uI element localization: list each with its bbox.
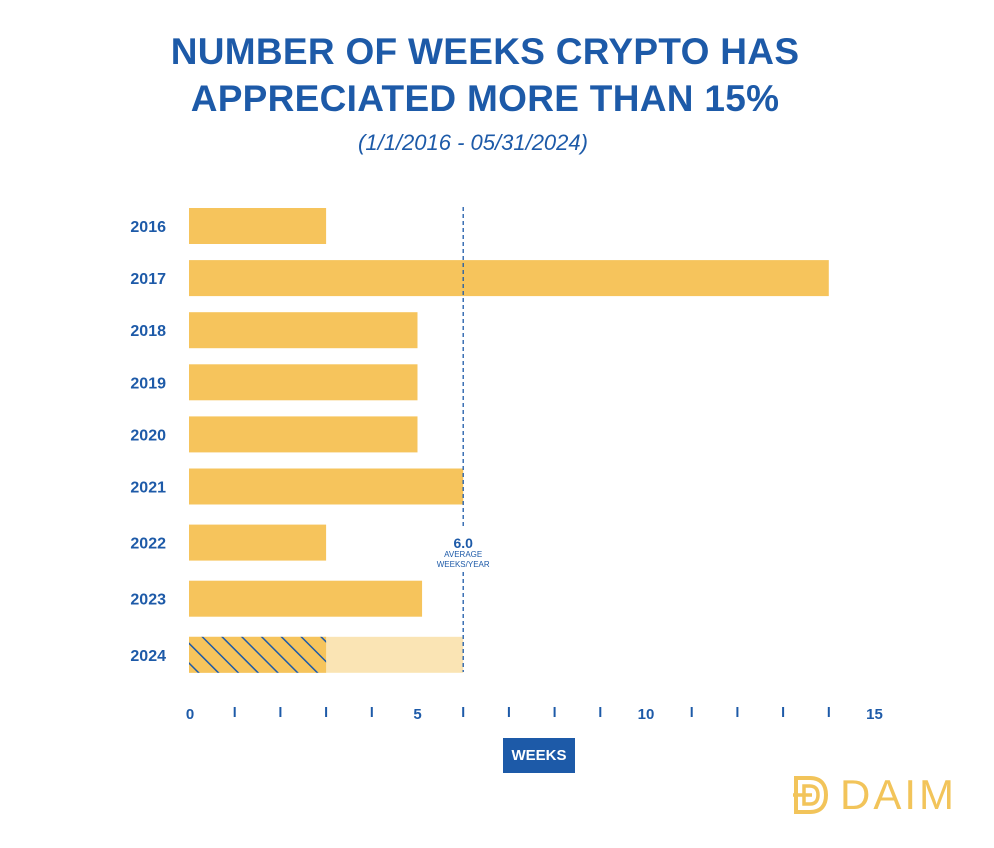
chart-title: NUMBER OF WEEKS CRYPTO HAS APPRECIATED M… xyxy=(0,28,970,122)
category-label: 2021 xyxy=(130,480,166,497)
x-axis-label: WEEKS xyxy=(503,738,575,773)
category-label: 2019 xyxy=(130,375,166,392)
logo-text: DAIM xyxy=(840,771,957,818)
average-value-label: 6.0 xyxy=(453,535,473,551)
category-label: 2018 xyxy=(130,323,166,340)
bar xyxy=(189,208,327,244)
bar xyxy=(189,260,829,297)
bar xyxy=(189,364,418,401)
title-line-2: APPRECIATED MORE THAN 15% xyxy=(190,78,780,119)
bars-layer: 2016 2017 2018 2019 2020 2021 2022 2023 2024 xyxy=(130,208,829,673)
daim-logo-icon xyxy=(793,776,829,814)
category-label: 2017 xyxy=(130,271,166,288)
bar-2024-actual xyxy=(189,636,327,673)
x-tick-label: 15 xyxy=(866,706,883,723)
bar xyxy=(189,312,418,349)
title-line-1: NUMBER OF WEEKS CRYPTO HAS xyxy=(170,31,800,72)
category-label: 2022 xyxy=(130,536,166,553)
bar xyxy=(189,468,464,505)
daim-logo: DAIM xyxy=(792,770,957,820)
category-label: 2023 xyxy=(130,592,166,609)
bar xyxy=(189,416,418,453)
average-text-line1: AVERAGE xyxy=(444,550,482,559)
category-label: 2024 xyxy=(130,648,166,665)
chart-subtitle: (1/1/2016 - 05/31/2024) xyxy=(358,130,588,155)
x-axis: 0 5 10 15 xyxy=(186,706,883,723)
x-tick-label: 0 xyxy=(186,706,194,723)
bar xyxy=(189,580,423,617)
x-tick-label: 5 xyxy=(413,706,421,723)
bar xyxy=(189,524,327,561)
category-label: 2016 xyxy=(130,219,166,236)
average-text-line2: WEEKS/YEAR xyxy=(437,560,490,569)
category-label: 2020 xyxy=(130,427,166,444)
x-tick-label: 10 xyxy=(638,706,655,723)
